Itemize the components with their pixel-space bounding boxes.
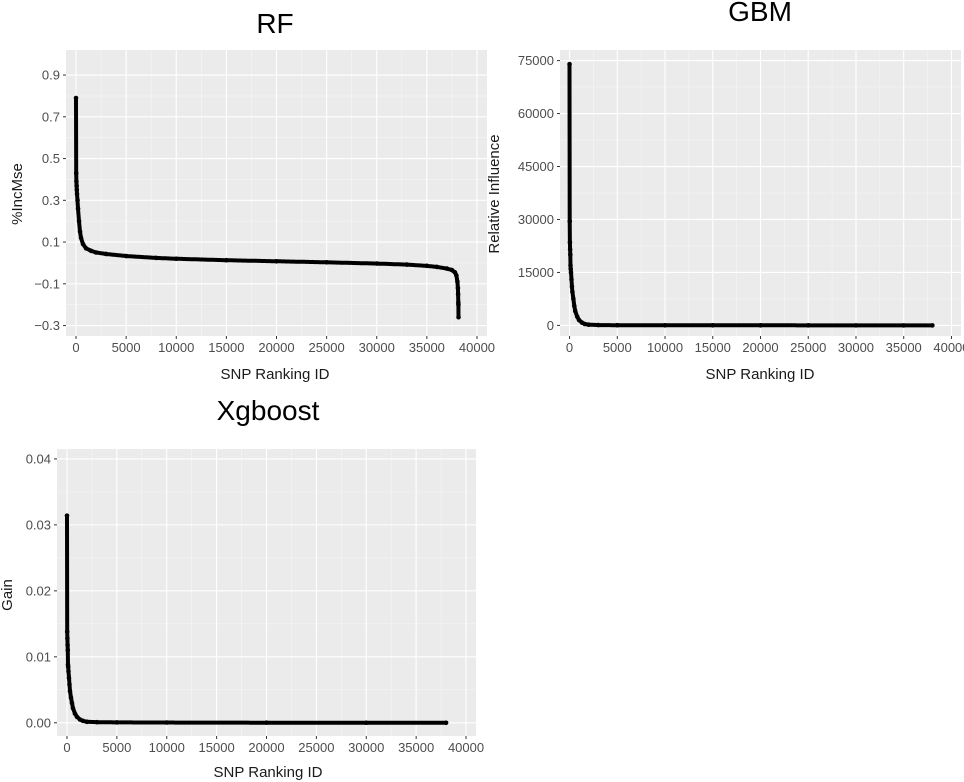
xgboost-plot-area: 0 5000 10000 15000 20000 25000 30000 35000 40000… <box>26 449 484 755</box>
gbm-y-tick-label: 75000 <box>518 53 554 68</box>
gbm-title: GBM <box>728 0 792 27</box>
gbm-x-tick-label: 35000 <box>886 340 922 355</box>
gbm-y-tick-label: 45000 <box>518 159 554 174</box>
xgboost-y-tick-label: 0.04 <box>26 451 51 466</box>
gbm-x-tick-label: 40000 <box>933 340 964 355</box>
xgboost-x-axis-title: SNP Ranking ID <box>214 764 323 781</box>
xgboost-y-axis-title: Gain <box>0 579 16 611</box>
xgboost-x-tick-label: 10000 <box>149 740 185 755</box>
xgboost-y-tick-label: 0.02 <box>26 583 51 598</box>
rf-point-band <box>74 96 461 320</box>
gbm-y-axis-title: Relative Influence <box>486 134 503 253</box>
gbm-plot-area: 0 5000 10000 15000 20000 25000 30000 35000 4000 0… <box>518 50 964 355</box>
xgboost-x-tick-label: 25000 <box>298 740 334 755</box>
panel-gbm: GBM 0 5000 10000 15000 20000 25000 30000 35000 4… <box>486 0 964 383</box>
xgboost-y-tick-label: 0.03 <box>26 517 51 532</box>
gbm-y-tick-label: 30000 <box>518 212 554 227</box>
rf-x-tick-label: 5000 <box>112 340 141 355</box>
rf-y-tick-label: 0.7 <box>42 109 60 124</box>
xgboost-x-tick-label: 5000 <box>102 740 131 755</box>
xgboost-x-tick-label: 35000 <box>398 740 434 755</box>
xgboost-x-tick-label: 40000 <box>448 740 484 755</box>
xgboost-y-tick-label: 0.00 <box>26 715 51 730</box>
panel-rf: RF 0 5000 10000 15000 20000 25000 30000 35000 40… <box>9 8 495 383</box>
rf-y-tick-label: 0.5 <box>42 151 60 166</box>
gbm-x-tick-label: 15000 <box>695 340 731 355</box>
rf-y-axis-title: %IncMse <box>9 163 26 225</box>
xgboost-x-tick-label: 30000 <box>348 740 384 755</box>
gbm-point-band <box>567 62 935 328</box>
gbm-y-tick-label: 0 <box>547 318 554 333</box>
xgboost-x-tick-label: 15000 <box>199 740 235 755</box>
rf-y-tick-label: −0.1 <box>34 276 60 291</box>
rf-x-tick-label: 0 <box>72 340 79 355</box>
panel-xgboost: Xgboost 0 5000 10000 15000 20000 25000 30000 35… <box>0 395 484 781</box>
rf-x-tick-label: 20000 <box>258 340 294 355</box>
rf-x-tick-label: 10000 <box>158 340 194 355</box>
gbm-y-tick-label: 60000 <box>518 106 554 121</box>
gbm-x-tick-label: 25000 <box>790 340 826 355</box>
rf-x-tick-label: 35000 <box>409 340 445 355</box>
rf-y-tick-label: 0.1 <box>42 235 60 250</box>
gbm-y-tick-label: 15000 <box>518 265 554 280</box>
xgboost-point-band <box>65 513 449 725</box>
rf-x-tick-label: 25000 <box>309 340 345 355</box>
gbm-x-tick-label: 30000 <box>838 340 874 355</box>
gbm-x-tick-label: 10000 <box>647 340 683 355</box>
rf-plot-area: 0 5000 10000 15000 20000 25000 30000 35000 40000… <box>34 50 495 355</box>
rf-y-tick-label: −0.3 <box>34 318 60 333</box>
gbm-x-tick-label: 0 <box>566 340 573 355</box>
rf-x-tick-label: 15000 <box>208 340 244 355</box>
rf-y-tick-label: 0.9 <box>42 68 60 83</box>
rf-x-axis-title: SNP Ranking ID <box>221 366 330 383</box>
gbm-x-tick-label: 5000 <box>603 340 632 355</box>
rf-y-tick-label: 0.3 <box>42 193 60 208</box>
rf-x-tick-label: 30000 <box>359 340 395 355</box>
xgboost-x-tick-label: 0 <box>63 740 70 755</box>
xgboost-y-tick-label: 0.01 <box>26 649 51 664</box>
gbm-x-axis-title: SNP Ranking ID <box>706 366 815 383</box>
xgboost-title: Xgboost <box>217 395 320 426</box>
rf-title: RF <box>256 8 293 39</box>
gbm-x-tick-label: 20000 <box>742 340 778 355</box>
xgboost-x-tick-label: 20000 <box>248 740 284 755</box>
rf-x-tick-label: 40000 <box>459 340 495 355</box>
